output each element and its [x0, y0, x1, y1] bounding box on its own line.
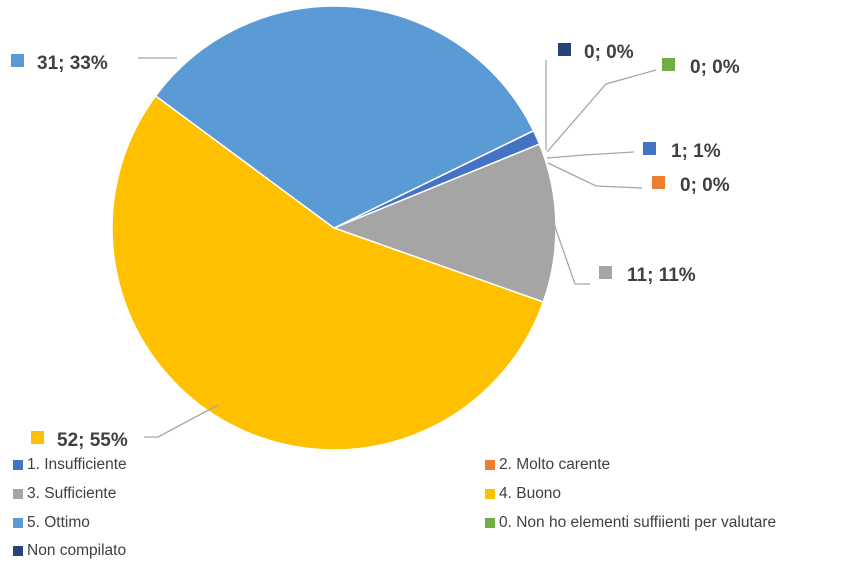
- legend-label: 2. Molto carente: [499, 456, 611, 473]
- legend-label: 3. Sufficiente: [27, 485, 117, 502]
- legend-item: 3. Sufficiente: [13, 485, 116, 503]
- pie-slices: [111, 5, 557, 451]
- pie-slice-5: [154, 5, 535, 229]
- leader-line-1: [546, 151, 635, 159]
- leader-line-4: [144, 404, 219, 438]
- data-label-swatch-5: [11, 54, 24, 67]
- legend-label: Non compilato: [27, 542, 127, 559]
- data-label-swatch-6: [662, 58, 675, 71]
- data-label-5: 31; 33%: [37, 53, 108, 74]
- legend-item: Non compilato: [13, 542, 126, 560]
- data-label-swatch-2: [652, 176, 665, 189]
- legend-item: 2. Molto carente: [485, 456, 610, 474]
- data-label-swatch-1: [643, 142, 656, 155]
- legend-swatch: [13, 489, 23, 499]
- legend-label: 5. Ottimo: [27, 514, 90, 531]
- legend-swatch: [485, 489, 495, 499]
- pie-slice-3: [331, 143, 557, 303]
- legend-item: 0. Non ho elementi suffiienti per valuta…: [485, 514, 776, 532]
- pie-slice-4: [111, 94, 545, 451]
- legend-swatch: [13, 546, 23, 556]
- data-label-3: 11; 11%: [627, 265, 696, 286]
- data-label-2: 0; 0%: [680, 175, 730, 196]
- data-label-6: 0; 0%: [690, 57, 740, 78]
- data-label-swatch-7: [558, 43, 571, 56]
- leader-line-6: [546, 69, 657, 153]
- data-label-1: 1; 1%: [671, 141, 721, 162]
- data-label-swatch-3: [599, 266, 612, 279]
- legend-label: 0. Non ho elementi suffiienti per valuta…: [499, 514, 777, 531]
- leader-lines: [138, 57, 657, 438]
- legend-swatch: [13, 460, 23, 470]
- data-label-7: 0; 0%: [584, 42, 634, 63]
- leader-line-3: [553, 223, 590, 285]
- legend-swatch: [485, 518, 495, 528]
- leader-line-2: [547, 162, 643, 189]
- legend-item: 4. Buono: [485, 485, 561, 503]
- data-labels: 1; 1% 0; 0% 11; 11% 52; 55% 31; 33% 0; 0% 0; 0…: [11, 42, 740, 451]
- legend-label: 4. Buono: [499, 485, 562, 502]
- legend-swatch: [485, 460, 495, 470]
- legend-item: 5. Ottimo: [13, 514, 90, 532]
- legend-label: 1. Insufficiente: [27, 456, 127, 473]
- legend-swatch: [13, 518, 23, 528]
- legend-item: 1. Insufficiente: [13, 456, 127, 474]
- data-label-swatch-4: [31, 431, 44, 444]
- data-label-4: 52; 55%: [57, 430, 128, 451]
